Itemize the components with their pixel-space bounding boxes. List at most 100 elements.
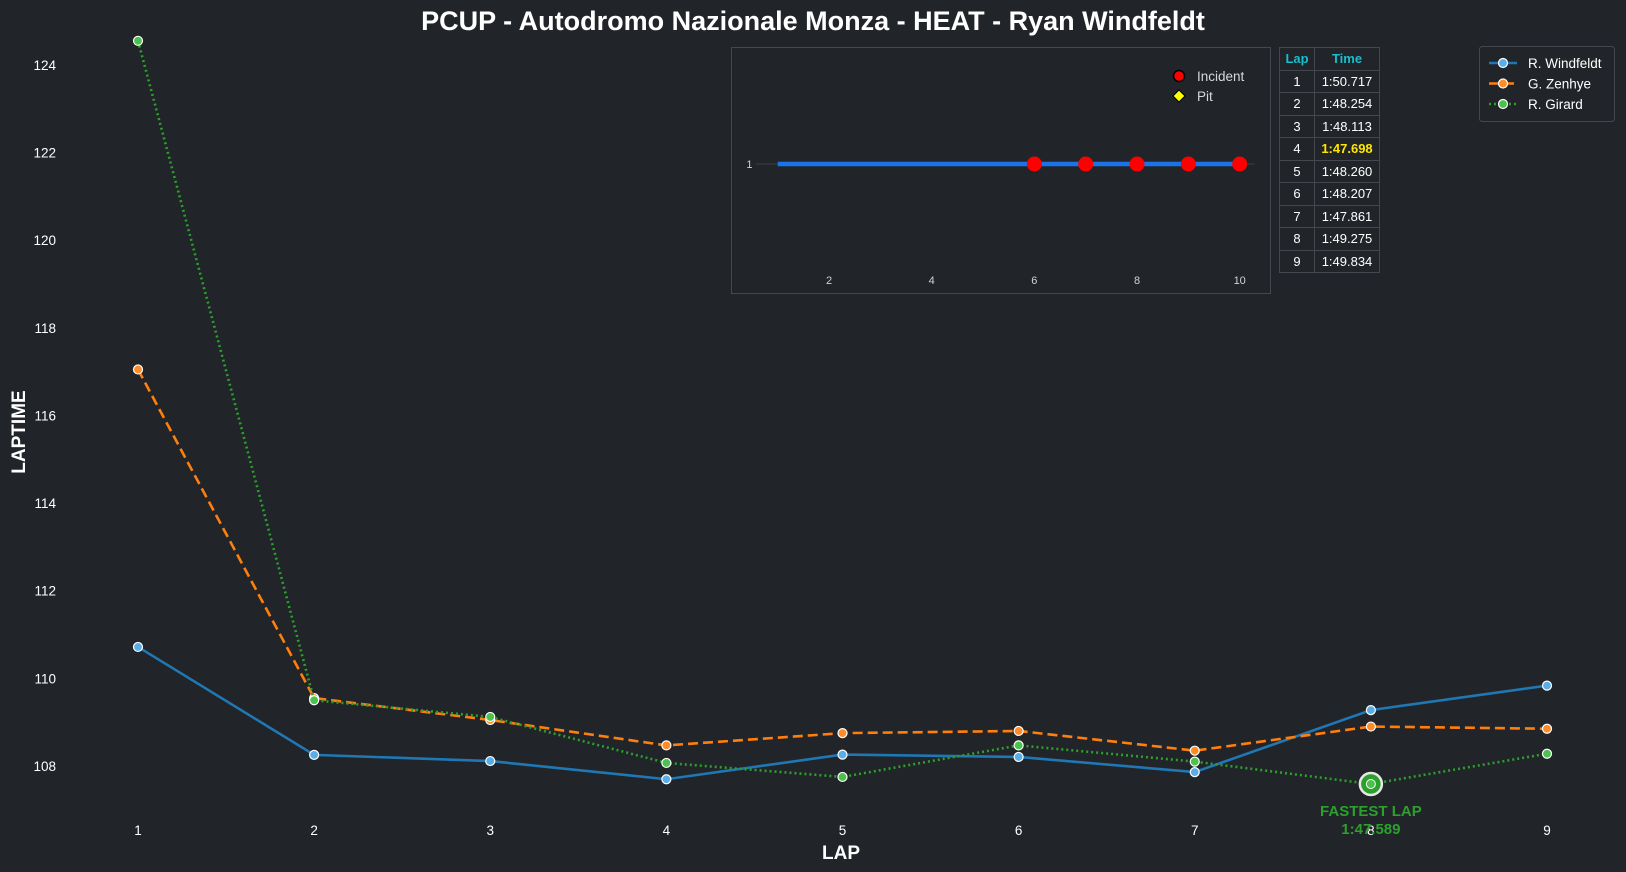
data-point [837, 771, 848, 783]
x-tick-label: 6 [1015, 823, 1023, 838]
lap-table-row: 2 1:48.254 [1279, 92, 1380, 116]
data-point [1013, 740, 1024, 751]
incident-legend-label: Incident [1197, 69, 1245, 84]
time-header: Time [1314, 47, 1380, 71]
lap-table-row: 3 1:48.113 [1279, 114, 1380, 138]
legend-marker [1497, 78, 1509, 89]
lap-number-cell: 1 [1279, 69, 1315, 93]
fastest-lap-annotation: FASTEST LAP 1:47.589 [1320, 771, 1422, 838]
data-point [132, 364, 144, 375]
data-point [1013, 751, 1024, 763]
inset-x-tick: 10 [1234, 275, 1246, 287]
data-point [1365, 721, 1376, 732]
data-point [1541, 680, 1553, 691]
y-tick-label: 120 [33, 233, 56, 248]
x-tick-label: 2 [310, 823, 318, 838]
y-tick-label: 122 [33, 146, 56, 161]
data-point [1541, 723, 1553, 734]
lap-time-cell: 1:47.861 [1314, 204, 1380, 228]
inset-x-tick: 8 [1134, 275, 1140, 287]
lap-table-row: 9 1:49.834 [1279, 249, 1380, 273]
lap-number-cell: 5 [1279, 159, 1315, 183]
legend-label: G. Zenhye [1528, 77, 1591, 92]
y-tick-label: 124 [33, 58, 56, 73]
data-point [1365, 705, 1376, 716]
lap-table-header: Lap Time [1279, 47, 1380, 71]
series-line [136, 40, 1548, 786]
lap-time-cell: 1:49.275 [1314, 227, 1380, 251]
y-tick-label: 114 [34, 496, 56, 511]
series-r-windfeldt [132, 641, 1553, 785]
main-legend: R. Windfeldt G. Zenhye R. Girard [1479, 46, 1615, 122]
fastest-lap-label: FASTEST LAP [1320, 803, 1422, 820]
y-tick-label: 110 [34, 671, 56, 686]
pit-legend-label: Pit [1197, 89, 1213, 104]
incident-legend-marker [1172, 69, 1186, 83]
series-layer [132, 35, 1553, 790]
incident-marker [1078, 156, 1094, 172]
lap-time-cell: 1:47.698 [1314, 137, 1380, 161]
inset-y-tick: 1 [746, 159, 752, 171]
lap-time-cell: 1:48.113 [1314, 114, 1380, 138]
incident-panel-plot: 2 4 6 8 10 1 [746, 156, 1255, 287]
data-point [132, 641, 144, 653]
lap-time-cell: 1:50.717 [1314, 69, 1380, 93]
y-axis-label: LAPTIME [9, 390, 30, 473]
data-point [661, 774, 672, 785]
y-tick-label: 116 [34, 408, 56, 423]
data-point [485, 755, 496, 767]
lap-number-cell: 2 [1279, 92, 1315, 116]
x-tick-label: 9 [1543, 823, 1551, 838]
data-point [309, 695, 320, 706]
legend-items: R. Windfeldt G. Zenhye R. Girard [1489, 56, 1602, 112]
chart-title: PCUP - Autodromo Nazionale Monza - HEAT … [421, 6, 1205, 36]
lap-time-table: Lap Time 1 1:50.717 2 1:48.254 3 1:48.113 4 1:4… [1279, 47, 1380, 273]
inset-x-tick: 4 [929, 275, 935, 287]
y-tick-label: 108 [33, 759, 56, 774]
lap-number-cell: 8 [1279, 227, 1315, 251]
lap-table-row: 7 1:47.861 [1279, 204, 1380, 228]
lap-table-row: 5 1:48.260 [1279, 159, 1380, 183]
inset-x-tick: 6 [1031, 275, 1037, 287]
x-axis-label: LAP [822, 843, 860, 864]
x-tick-label: 5 [839, 823, 847, 838]
data-point [1189, 756, 1200, 767]
legend-marker [1497, 98, 1509, 110]
data-point [837, 749, 848, 760]
lap-time-cell: 1:48.254 [1314, 92, 1380, 116]
fastest-lap-time: 1:47.589 [1341, 821, 1400, 838]
fastest-lap-point [1365, 779, 1376, 790]
legend-marker [1497, 57, 1509, 69]
lap-table-row: 6 1:48.207 [1279, 182, 1380, 206]
legend-frame [1479, 46, 1615, 122]
data-point [1189, 766, 1200, 778]
y-tick-label: 118 [34, 321, 56, 336]
incident-panel-frame [731, 47, 1271, 294]
inset-x-tick: 2 [826, 275, 832, 287]
incident-panel-legend: Incident Pit [1172, 69, 1245, 104]
data-point [132, 35, 144, 46]
lap-time-cell: 1:49.834 [1314, 249, 1380, 273]
lap-table-row: 4 1:47.698 [1279, 137, 1380, 161]
data-point [1013, 725, 1024, 737]
pit-legend-marker [1172, 89, 1186, 103]
x-tick-label: 4 [663, 823, 671, 838]
data-point [1541, 748, 1553, 759]
data-point [485, 711, 496, 723]
lap-header: Lap [1279, 47, 1315, 71]
data-point [661, 740, 672, 751]
x-tick-label: 8 [1367, 823, 1375, 838]
incident-marker [1232, 156, 1248, 172]
data-point [661, 757, 672, 769]
x-tick-label: 1 [134, 823, 142, 838]
lap-number-cell: 4 [1279, 137, 1315, 161]
legend-label: R. Girard [1528, 97, 1583, 112]
lap-number-cell: 7 [1279, 204, 1315, 228]
data-point [309, 749, 320, 760]
lap-number-cell: 9 [1279, 249, 1315, 273]
lap-time-cell: 1:48.207 [1314, 182, 1380, 206]
incident-marker [1180, 156, 1196, 172]
y-axis-ticks: 108 110 112 114 116 118 120 122 124 [33, 58, 56, 774]
lap-time-cell: 1:48.260 [1314, 159, 1380, 183]
